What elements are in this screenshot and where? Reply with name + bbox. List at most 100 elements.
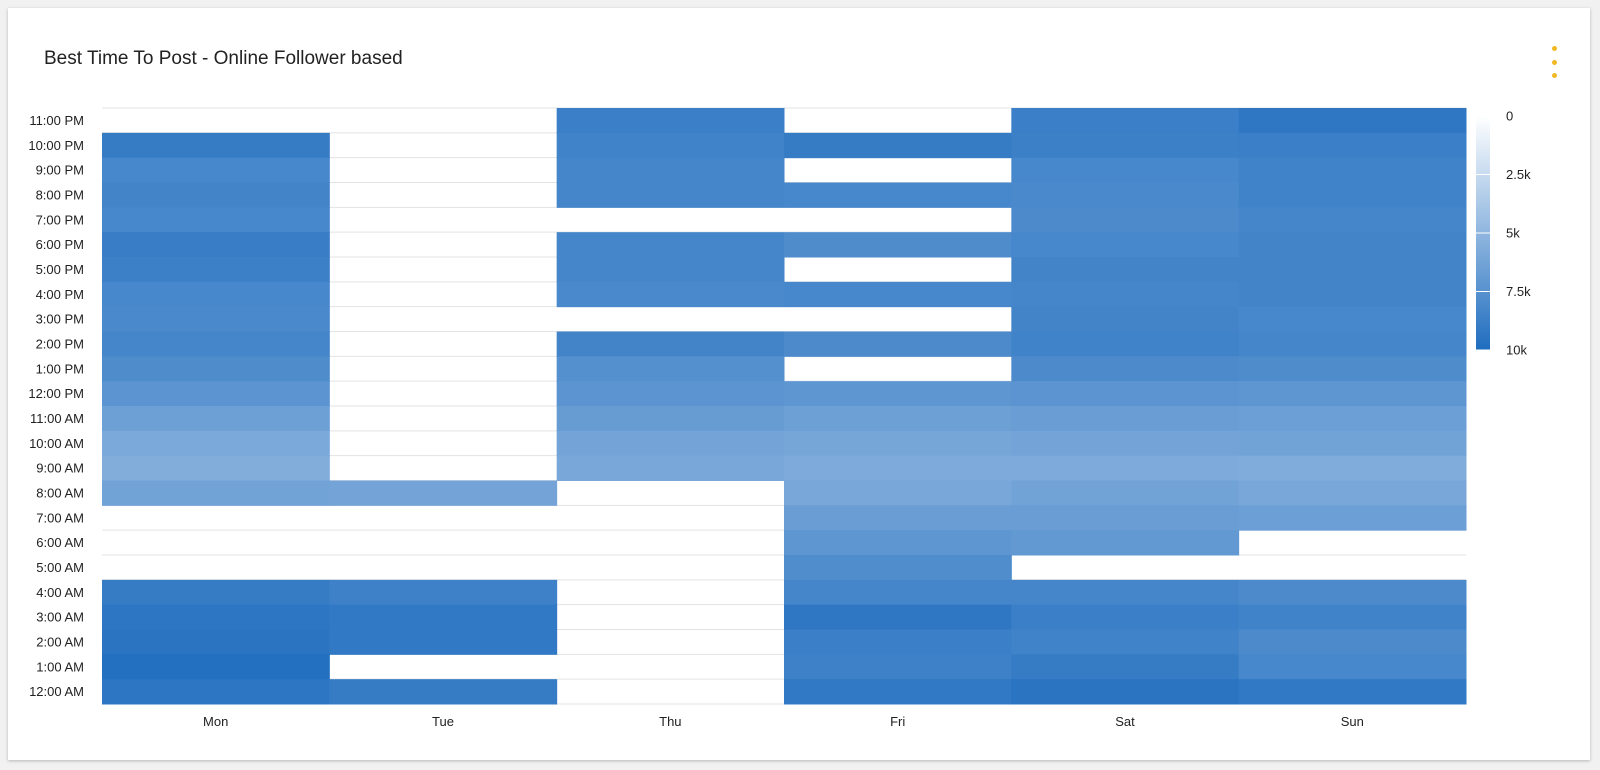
heatmap-cell bbox=[1011, 406, 1240, 432]
heatmap-cell bbox=[102, 132, 330, 159]
y-tick-label: 9:00 AM bbox=[36, 461, 84, 476]
heatmap-cell bbox=[1238, 108, 1467, 134]
heatmap-cell bbox=[784, 381, 1012, 407]
heatmap-cell bbox=[1011, 679, 1240, 705]
x-tick-label: Sat bbox=[1115, 714, 1135, 729]
heatmap-cell bbox=[102, 455, 330, 481]
heatmap-chart: 11:00 PM 10:00 PM 9:00 PM 8:00 PM 7:00 PM 6:0… bbox=[28, 107, 1531, 729]
heatmap-cell bbox=[556, 232, 785, 258]
heatmap-cell bbox=[1238, 257, 1467, 283]
heatmap-cell bbox=[1011, 232, 1240, 258]
heatmap-cell bbox=[102, 381, 330, 407]
heatmap-cell bbox=[556, 356, 785, 382]
y-tick-label: 5:00 PM bbox=[36, 262, 84, 277]
heatmap-cell bbox=[1238, 132, 1467, 159]
heatmap-cell bbox=[102, 207, 330, 233]
heatmap-cell bbox=[1011, 331, 1240, 357]
heatmap-cell bbox=[329, 629, 558, 655]
y-tick-label: 4:00 PM bbox=[36, 287, 84, 302]
heatmap-cell bbox=[102, 331, 330, 357]
legend-tick-label: 2.5k bbox=[1506, 167, 1531, 182]
heatmap-cell bbox=[1011, 530, 1240, 556]
more-vertical-icon[interactable] bbox=[1546, 46, 1562, 78]
heatmap-cell bbox=[1011, 257, 1240, 283]
legend-tick-label: 10k bbox=[1506, 343, 1527, 358]
heatmap-cell bbox=[1238, 679, 1467, 705]
y-tick-label: 11:00 PM bbox=[29, 113, 84, 128]
heatmap-cell bbox=[784, 505, 1012, 531]
heatmap-cell bbox=[102, 654, 330, 680]
y-tick-label: 1:00 PM bbox=[36, 361, 84, 376]
y-tick-label: 2:00 PM bbox=[36, 336, 84, 351]
heatmap-cell bbox=[556, 182, 785, 208]
heatmap-cell bbox=[1011, 579, 1240, 606]
y-tick-label: 7:00 PM bbox=[36, 212, 84, 227]
heatmap-cell bbox=[329, 679, 558, 705]
heatmap-cell bbox=[102, 604, 330, 630]
heatmap-cell bbox=[784, 480, 1012, 506]
x-tick-label: Fri bbox=[890, 714, 905, 729]
heatmap-cell bbox=[1011, 654, 1240, 680]
heatmap-cell bbox=[1011, 207, 1240, 233]
heatmap-cell bbox=[1238, 306, 1467, 332]
heatmap-cell bbox=[1238, 381, 1467, 407]
heatmap-cell bbox=[784, 654, 1012, 680]
heatmap-cell bbox=[1011, 480, 1240, 506]
heatmap-cell bbox=[1011, 356, 1240, 382]
heatmap-cell bbox=[556, 331, 785, 357]
y-tick-label: 3:00 AM bbox=[36, 610, 84, 625]
legend-tick-label: 5k bbox=[1506, 226, 1520, 241]
x-tick-label: Sun bbox=[1341, 714, 1364, 729]
heatmap-cell bbox=[784, 530, 1012, 556]
heatmap-cell bbox=[102, 679, 330, 705]
heatmap-cell bbox=[1238, 356, 1467, 382]
y-tick-label: 8:00 AM bbox=[36, 485, 84, 500]
heatmap-cell bbox=[102, 157, 330, 183]
heatmap-cell bbox=[556, 381, 785, 407]
y-tick-label: 11:00 AM bbox=[30, 411, 84, 426]
heatmap-cell bbox=[1238, 430, 1467, 457]
heatmap-cell bbox=[784, 132, 1012, 159]
heatmap-cell bbox=[1238, 182, 1467, 208]
y-tick-label: 4:00 AM bbox=[36, 585, 84, 600]
heatmap-cell bbox=[102, 232, 330, 258]
chart-card: Best Time To Post - Online Follower base… bbox=[8, 8, 1590, 760]
heatmap-cell bbox=[102, 281, 330, 308]
heatmap-cell bbox=[1011, 430, 1240, 457]
heatmap-cell bbox=[102, 480, 330, 506]
heatmap-cell bbox=[784, 604, 1012, 630]
heatmap-cell bbox=[102, 629, 330, 655]
heatmap-cell bbox=[1238, 505, 1467, 531]
heatmap-cell bbox=[1238, 406, 1467, 432]
heatmap-cell bbox=[1238, 281, 1467, 308]
heatmap-cell bbox=[1238, 207, 1467, 233]
heatmap-cell bbox=[1238, 157, 1467, 183]
heatmap-cell bbox=[556, 132, 785, 159]
y-tick-label: 1:00 AM bbox=[36, 659, 84, 674]
heatmap-cell bbox=[1011, 157, 1240, 183]
heatmap-cell bbox=[1011, 629, 1240, 655]
heatmap-cell bbox=[329, 480, 558, 506]
heatmap-cell bbox=[556, 281, 785, 308]
y-tick-label: 6:00 AM bbox=[36, 535, 84, 550]
heatmap-cell bbox=[1011, 132, 1240, 159]
heatmap-cell bbox=[784, 455, 1012, 481]
heatmap-cell bbox=[1238, 455, 1467, 481]
heatmap-cell bbox=[102, 182, 330, 208]
heatmap-cell bbox=[1011, 182, 1240, 208]
y-tick-label: 12:00 AM bbox=[29, 684, 84, 699]
y-tick-label: 10:00 PM bbox=[28, 138, 84, 153]
chart-title: Best Time To Post - Online Follower base… bbox=[44, 48, 403, 69]
heatmap-cell bbox=[784, 679, 1012, 705]
legend-tick-label: 7.5k bbox=[1506, 284, 1531, 299]
heatmap-cell bbox=[1238, 232, 1467, 258]
heatmap-cell bbox=[1011, 455, 1240, 481]
heatmap-cell bbox=[556, 108, 785, 134]
heatmap-cell bbox=[1238, 579, 1467, 606]
y-tick-label: 6:00 PM bbox=[36, 237, 84, 252]
heatmap-cell bbox=[102, 430, 330, 457]
heatmap-cell bbox=[1238, 480, 1467, 506]
legend-tick-label: 0 bbox=[1506, 109, 1513, 124]
heatmap-cell bbox=[102, 406, 330, 432]
heatmap-cell bbox=[784, 281, 1012, 308]
